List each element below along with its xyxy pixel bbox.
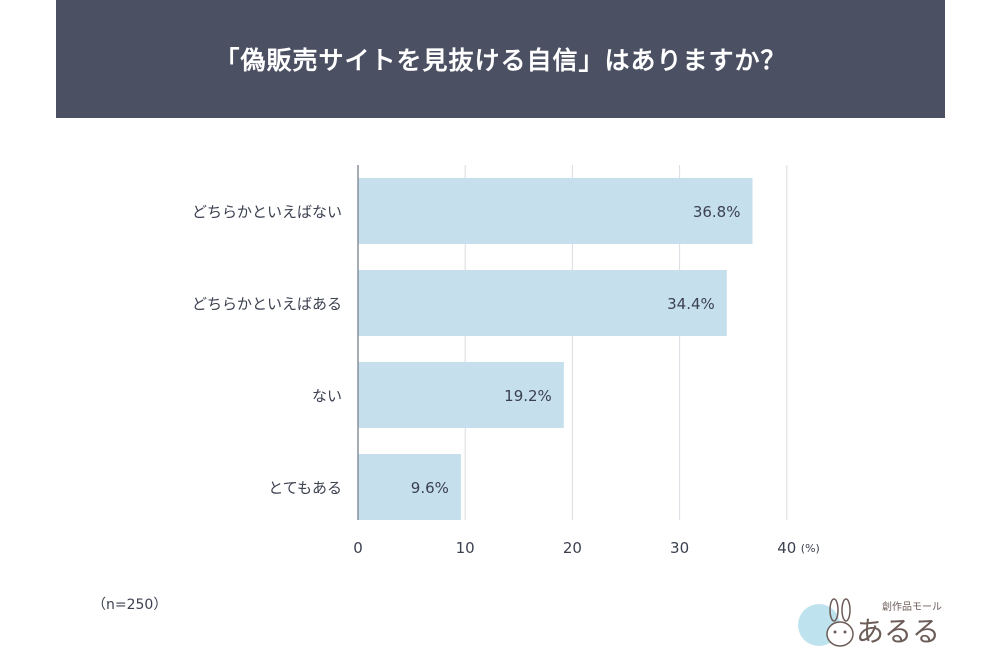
value-label: 19.2% xyxy=(504,387,552,405)
x-tick-label: 20 xyxy=(563,539,582,557)
title-banner: 「偽販売サイトを見抜ける自信」はありますか？ xyxy=(56,0,945,118)
brand-logo: 創作品モール あるる xyxy=(790,596,942,656)
x-unit-label: (%) xyxy=(801,542,820,555)
value-label: 9.6% xyxy=(411,479,449,497)
logo-subtitle: 創作品モール xyxy=(882,602,942,613)
bar xyxy=(358,178,753,244)
bunny-icon xyxy=(826,598,854,647)
value-label: 34.4% xyxy=(667,295,715,313)
x-axis-ticks: 0 10 20 30 40 (%) xyxy=(353,539,820,557)
sample-size-note: （n=250） xyxy=(92,597,168,613)
logo-name: あるる xyxy=(856,615,941,648)
bar xyxy=(358,454,461,520)
category-label: どちらかといえばある xyxy=(192,295,342,313)
category-label: ない xyxy=(312,387,342,405)
x-tick-label: 10 xyxy=(456,539,475,557)
value-labels: 36.8% 34.4% 19.2% 9.6% xyxy=(411,203,741,497)
bars xyxy=(358,178,753,520)
bar xyxy=(358,362,564,428)
x-tick-label: 30 xyxy=(670,539,689,557)
chart-title: 「偽販売サイトを見抜ける自信」はありますか？ xyxy=(214,46,787,75)
value-label: 36.8% xyxy=(693,203,741,221)
category-label: どちらかといえばない xyxy=(192,203,342,221)
category-label: とてもある xyxy=(268,479,342,497)
bar xyxy=(358,270,727,336)
x-tick-label: 0 xyxy=(353,539,363,557)
x-tick-label: 40 xyxy=(777,539,796,557)
